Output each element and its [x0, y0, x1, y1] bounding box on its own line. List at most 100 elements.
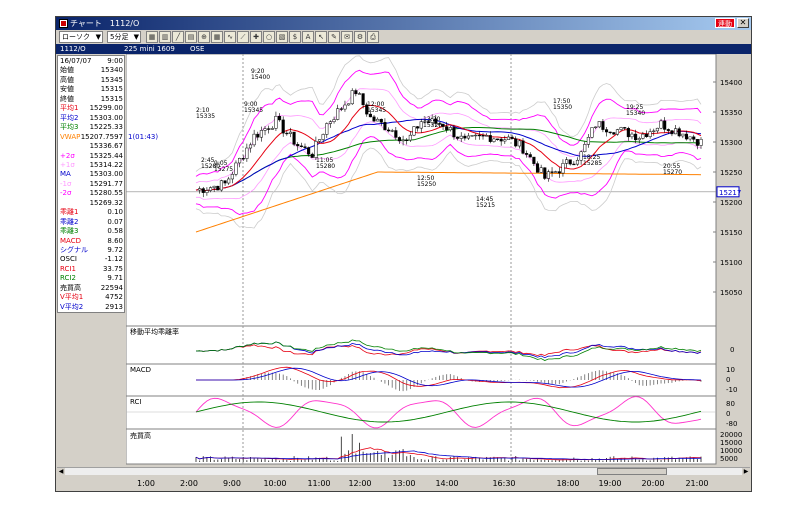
circle-icon[interactable]: ○ — [263, 31, 275, 43]
horizontal-scrollbar[interactable]: ◀ ▶ — [57, 467, 750, 475]
indicator-row: -1σ 15291.77 — [59, 180, 125, 189]
wave-icon[interactable]: ∿ — [224, 31, 236, 43]
annotation-price: 15340 — [626, 110, 645, 117]
cross-icon[interactable]: ✚ — [250, 31, 262, 43]
time-tick-label: 10:00 — [263, 479, 287, 488]
candle-up — [288, 131, 293, 134]
candle-down — [692, 136, 696, 140]
window-title: チャート 1112/O — [70, 19, 140, 28]
sma2-line — [195, 118, 702, 192]
indicator-row: +1σ 15314.22 — [59, 161, 125, 170]
grid-icon[interactable]: ▦ — [146, 31, 158, 43]
annotation-price: 15345 — [367, 107, 386, 114]
scroll-left-icon[interactable]: ◀ — [57, 468, 65, 475]
scroll-right-icon[interactable]: ▶ — [742, 468, 750, 475]
settings-icon[interactable]: ⚙ — [354, 31, 366, 43]
candle-up — [583, 144, 587, 153]
candle-up — [270, 128, 274, 130]
zoom-icon[interactable]: ⊕ — [198, 31, 210, 43]
select-icon[interactable]: ↖ — [315, 31, 327, 43]
candle-down — [303, 146, 307, 148]
indicator-label: 平均3 — [60, 123, 79, 132]
candle-up — [492, 138, 496, 142]
candle-down — [481, 135, 485, 137]
indicator-label: 終値 — [60, 94, 74, 103]
indicator-value: 33.75 — [102, 264, 123, 273]
candle-down — [372, 116, 376, 122]
indicator-label: OSCI — [60, 255, 77, 264]
candle-down — [488, 135, 492, 142]
candle-up — [575, 159, 580, 165]
candle-up — [546, 171, 550, 179]
line-icon[interactable]: ╱ — [172, 31, 184, 43]
indicator-value: 15225.33 — [89, 123, 123, 132]
indicator-value: 8.60 — [107, 236, 123, 245]
time-tick-label: 11:00 — [307, 479, 331, 488]
chart-area[interactable]: 15400 15350 15300 15250 15200 15150 15100 15050… — [126, 54, 751, 474]
dollar-icon[interactable]: $ — [289, 31, 301, 43]
chart-canvas[interactable]: 15400 15350 15300 15250 15200 15150 15100 15050… — [126, 54, 751, 467]
annotation-price: 15345 — [244, 107, 263, 114]
candle-up — [659, 120, 663, 129]
indicator-row: 高値 15345 — [59, 76, 125, 85]
candle-up — [376, 118, 380, 122]
bb-3sigma-lower — [195, 147, 702, 229]
close-button[interactable]: ✕ — [737, 18, 749, 28]
candle-up — [347, 103, 351, 106]
candle-up — [252, 133, 256, 146]
candle-up — [357, 93, 362, 95]
time-tick-label: 18:00 — [556, 479, 580, 488]
volume-axis-label: 5000 — [720, 455, 738, 463]
candle-down — [601, 121, 605, 130]
candle-down — [684, 133, 689, 140]
candle-down — [368, 113, 372, 118]
indicator-label: MACD — [60, 236, 81, 245]
volume-axis-label: 15000 — [720, 439, 742, 447]
candle-up — [212, 185, 216, 188]
macd-axis-label: -10 — [726, 386, 737, 394]
candle-up — [419, 121, 423, 129]
candle-up — [238, 158, 242, 164]
annotation-time: 9:05 — [214, 160, 228, 167]
trend-icon[interactable]: ⟋ — [237, 31, 249, 43]
chart-type-select[interactable]: ローソク ▼ — [59, 31, 103, 43]
indicator-value: 22594 — [100, 283, 123, 292]
time-tick-label: 13:00 — [392, 479, 416, 488]
interval-select[interactable]: 5分足 ▼ — [107, 31, 141, 43]
indicator-value: 9.72 — [107, 246, 123, 254]
rci2-line — [195, 401, 702, 423]
volume-axis-label: 20000 — [720, 431, 742, 439]
candle-up — [615, 129, 619, 135]
candle-down — [354, 90, 358, 95]
candle-icon[interactable]: ▥ — [159, 31, 171, 43]
candle-up — [655, 127, 659, 132]
bar-icon[interactable]: ▤ — [185, 31, 197, 43]
candle-down — [521, 140, 525, 154]
candle-down — [496, 138, 500, 140]
indicator-value: 15280.55 — [89, 189, 123, 198]
candle-down — [405, 139, 409, 141]
clear-icon[interactable]: ✎ — [328, 31, 340, 43]
link-button[interactable]: 連動 — [715, 18, 735, 28]
candle-up — [579, 151, 583, 161]
rci-axis-label: -80 — [726, 420, 737, 428]
layers-icon[interactable]: ▧ — [276, 31, 288, 43]
indicator-row: MACD 8.60 — [59, 237, 125, 246]
candle-down — [361, 93, 365, 106]
scroll-thumb[interactable] — [597, 468, 667, 475]
rci-panel-title: RCI — [130, 398, 141, 406]
candle-up — [459, 135, 463, 139]
macd-signal-line — [196, 367, 702, 388]
annotation-price: 15350 — [553, 104, 572, 111]
candle-down — [550, 171, 554, 173]
time-axis: 1:00 2:00 9:00 10:00 11:00 12:00 13:00 14:00 16:… — [126, 476, 751, 491]
candle-up — [630, 133, 634, 138]
note-icon[interactable]: ✉ — [341, 31, 353, 43]
table-icon[interactable]: ▦ — [211, 31, 223, 43]
rci1-line — [195, 396, 702, 429]
symbol-code: 1112/O — [60, 45, 86, 53]
print-icon[interactable]: ⎙ — [367, 31, 379, 43]
text-icon[interactable]: A — [302, 31, 314, 43]
candle-down — [394, 130, 398, 138]
candle-up — [637, 138, 641, 141]
